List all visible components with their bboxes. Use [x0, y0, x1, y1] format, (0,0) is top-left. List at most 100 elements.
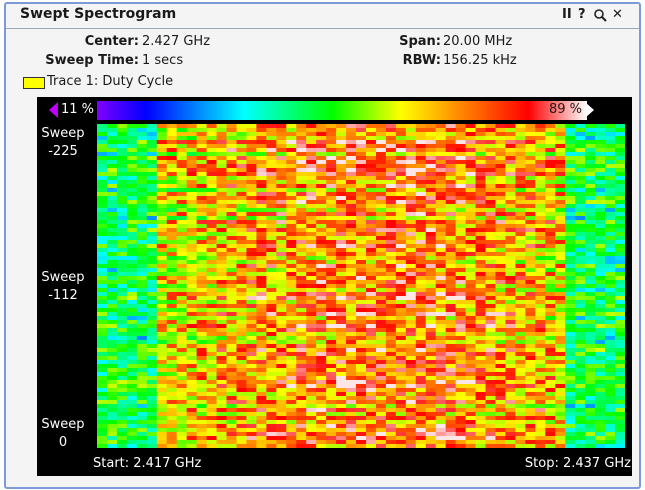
texture-cell: [366, 432, 376, 437]
texture-cell: [107, 296, 117, 301]
texture-cell: [256, 444, 266, 448]
texture-cell: [217, 332, 227, 337]
texture-cell: [276, 336, 286, 341]
texture-cell: [575, 176, 585, 181]
min-arrow[interactable]: [49, 102, 59, 118]
texture-cell: [296, 396, 306, 401]
texture-cell: [605, 160, 615, 165]
texture-cell: [236, 160, 246, 165]
texture-cell: [416, 360, 426, 365]
texture-cell: [585, 292, 595, 297]
texture-cell: [207, 368, 217, 373]
texture-cell: [376, 276, 386, 281]
texture-cell: [117, 200, 127, 205]
texture-cell: [615, 360, 625, 365]
texture-cell: [266, 268, 276, 273]
texture-cell: [266, 392, 276, 397]
texture-cell: [555, 220, 565, 225]
texture-cell: [276, 164, 286, 169]
texture-cell: [336, 240, 346, 245]
texture-cell: [426, 336, 436, 341]
texture-cell: [396, 236, 406, 241]
texture-cell: [396, 264, 406, 269]
texture-cell: [446, 352, 456, 357]
texture-cell: [157, 144, 167, 149]
texture-cell: [386, 400, 396, 405]
texture-cell: [476, 216, 486, 221]
texture-cell: [615, 160, 625, 165]
texture-cell: [197, 432, 207, 437]
texture-cell: [575, 444, 585, 448]
texture-cell: [476, 328, 486, 333]
texture-cell: [426, 220, 436, 225]
zoom-button[interactable]: [593, 8, 607, 22]
max-arrow[interactable]: [585, 102, 595, 118]
texture-cell: [396, 252, 406, 257]
texture-cell: [555, 352, 565, 357]
texture-cell: [306, 236, 316, 241]
texture-cell: [535, 192, 545, 197]
texture-cell: [147, 368, 157, 373]
texture-cell: [525, 244, 535, 249]
texture-cell: [306, 248, 316, 253]
texture-cell: [306, 336, 316, 341]
texture-cell: [326, 420, 336, 425]
texture-cell: [276, 168, 286, 173]
texture-cell: [187, 212, 197, 217]
texture-cell: [276, 132, 286, 137]
texture-cell: [246, 128, 256, 133]
texture-cell: [575, 256, 585, 261]
texture-cell: [117, 396, 127, 401]
texture-cell: [117, 136, 127, 141]
texture-cell: [296, 312, 306, 317]
texture-cell: [486, 168, 496, 173]
close-button[interactable]: ✕: [612, 7, 623, 22]
texture-cell: [157, 376, 167, 381]
texture-cell: [495, 332, 505, 337]
texture-cell: [575, 268, 585, 273]
texture-cell: [466, 264, 476, 269]
texture-cell: [246, 180, 256, 185]
texture-cell: [456, 188, 466, 193]
texture-cell: [306, 304, 316, 309]
texture-cell: [117, 304, 127, 309]
texture-cell: [246, 192, 256, 197]
texture-cell: [386, 164, 396, 169]
texture-cell: [426, 240, 436, 245]
texture-cell: [615, 260, 625, 265]
pause-button[interactable]: II: [562, 7, 572, 22]
texture-cell: [197, 396, 207, 401]
texture-cell: [356, 192, 366, 197]
texture-cell: [515, 384, 525, 389]
texture-cell: [306, 276, 316, 281]
texture-cell: [266, 304, 276, 309]
texture-cell: [147, 372, 157, 377]
texture-cell: [575, 368, 585, 373]
texture-cell: [585, 208, 595, 213]
texture-cell: [147, 400, 157, 405]
texture-cell: [107, 148, 117, 153]
texture-cell: [316, 380, 326, 385]
help-button[interactable]: ?: [578, 7, 586, 22]
texture-cell: [306, 300, 316, 305]
texture-cell: [197, 252, 207, 257]
texture-cell: [107, 168, 117, 173]
texture-cell: [167, 200, 177, 205]
texture-cell: [575, 160, 585, 165]
texture-cell: [515, 308, 525, 313]
texture-cell: [416, 248, 426, 253]
texture-cell: [396, 152, 406, 157]
texture-cell: [187, 160, 197, 165]
texture-cell: [167, 320, 177, 325]
texture-cell: [605, 256, 615, 261]
texture-cell: [197, 408, 207, 413]
texture-cell: [306, 356, 316, 361]
texture-cell: [386, 428, 396, 433]
texture-cell: [236, 176, 246, 181]
texture-cell: [525, 440, 535, 445]
texture-cell: [605, 416, 615, 421]
texture-cell: [97, 272, 107, 277]
texture-cell: [486, 188, 496, 193]
trace-label[interactable]: Trace 1: Duty Cycle: [47, 74, 173, 89]
trace-swatch[interactable]: [23, 77, 45, 89]
